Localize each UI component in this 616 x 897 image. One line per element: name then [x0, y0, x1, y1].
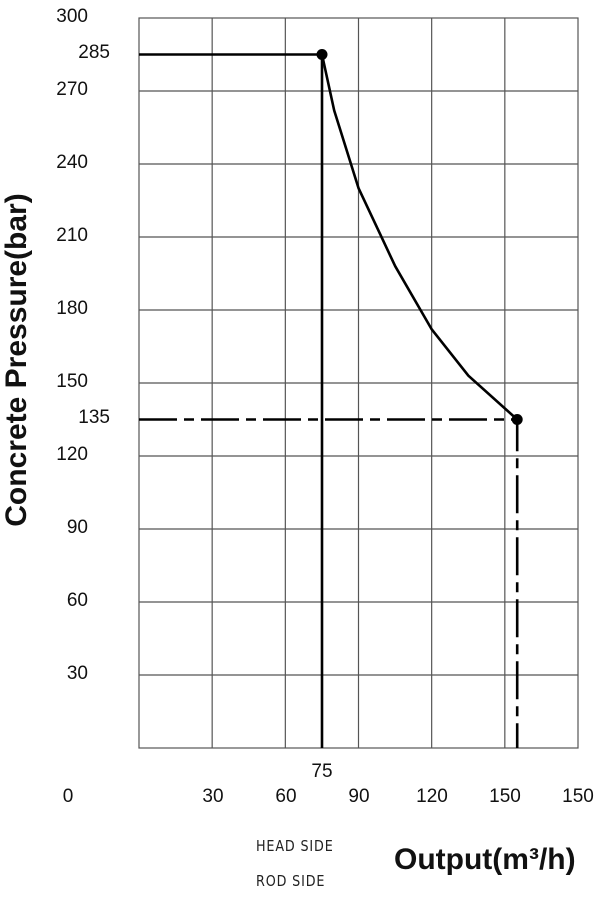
y-tick-label: 240: [56, 152, 88, 173]
data-point-marker: [511, 414, 523, 425]
y-tick-label: 210: [56, 225, 88, 246]
y-tick-label: 30: [66, 663, 88, 684]
y-tick-label: 180: [56, 298, 88, 319]
y-tick-label: 60: [66, 590, 88, 611]
x-tick-label: 60: [275, 786, 297, 807]
legend-rod-side-label: ROD SIDE: [256, 872, 326, 890]
legend-rod-side: ROD SIDE: [138, 872, 368, 896]
x-tick-label: 0: [62, 786, 74, 807]
x-tick-label: 30: [202, 786, 224, 807]
x-tick-label: 120: [416, 786, 448, 807]
y-tick-label: 90: [66, 517, 88, 538]
y-tick-label: 135: [78, 407, 110, 428]
y-tick-label: 270: [56, 79, 88, 100]
y-axis-label: Concrete Pressure(bar): [0, 193, 33, 527]
legend-head-side: HEAD SIDE: [138, 837, 368, 861]
x-tick-label: 150: [489, 786, 521, 807]
y-tick-label: 285: [78, 42, 110, 63]
rod-side-line: [139, 418, 519, 748]
y-tick-label: 120: [56, 444, 88, 465]
head-side-line: [139, 53, 324, 748]
x-axis-label: Output(m³/h): [394, 843, 576, 876]
x-tick-label: 150: [562, 786, 594, 807]
series-lines: [139, 49, 523, 748]
x-tick-label: 90: [348, 786, 370, 807]
y-tick-label: 300: [56, 6, 88, 27]
y-tick-label: 150: [56, 371, 88, 392]
legend-head-side-label: HEAD SIDE: [256, 837, 334, 855]
grid-lines: [138, 17, 579, 749]
x-annotation-75: 75: [311, 761, 333, 782]
power-curve-line: [320, 54, 519, 421]
